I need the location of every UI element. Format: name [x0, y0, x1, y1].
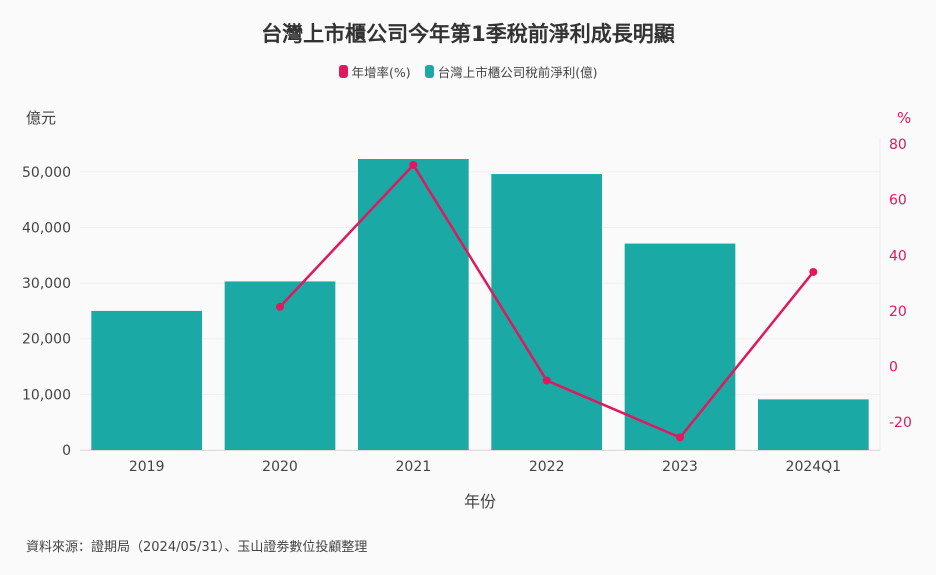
- y-axis-title: 億元: [26, 109, 56, 127]
- y2-tick-label: -20: [889, 415, 912, 431]
- bar-2021: [358, 159, 469, 450]
- x-tick-label: 2021: [396, 459, 432, 475]
- x-tick-label: 2024Q1: [786, 459, 842, 475]
- y2-tick-label: 80: [889, 137, 907, 153]
- y-tick-label: 10,000: [22, 387, 71, 403]
- y2-tick-label: 20: [889, 304, 907, 320]
- legend-item-growth[interactable]: 年增率(%): [338, 62, 411, 81]
- y-tick-label: 20,000: [22, 332, 71, 348]
- x-tick-label: 2022: [529, 459, 565, 475]
- growth-point-2020: [276, 302, 284, 311]
- legend-label-growth: 年增率(%): [351, 65, 411, 80]
- x-tick-label: 2023: [662, 459, 698, 475]
- legend-label-profit: 台灣上市櫃公司稅前淨利(億): [437, 65, 598, 80]
- y2-tick-label: 40: [889, 248, 907, 264]
- y-tick-label: 50,000: [22, 165, 71, 181]
- x-tick-label: 2019: [129, 459, 165, 475]
- bar-2019: [91, 310, 202, 450]
- y-tick-label: 30,000: [22, 276, 71, 292]
- y2-tick-label: 0: [889, 360, 898, 376]
- x-tick-label: 2020: [262, 459, 298, 475]
- y2-tick-label: 60: [889, 193, 907, 209]
- source-note: 資料來源：證期局（2024/05/31）、玉山證劵數位投顧整理: [26, 540, 368, 555]
- bar-2022: [491, 174, 602, 450]
- bar-2024Q1: [758, 399, 869, 450]
- legend-swatch-growth: [338, 65, 348, 78]
- legend: 年增率(%) 台灣上市櫃公司稅前淨利(億): [0, 62, 936, 81]
- legend-item-profit[interactable]: 台灣上市櫃公司稅前淨利(億): [424, 62, 598, 81]
- growth-point-2021: [409, 160, 418, 169]
- growth-point-2024Q1: [809, 267, 818, 276]
- bar-2023: [624, 243, 736, 450]
- growth-point-2023: [676, 433, 684, 442]
- x-axis-title: 年份: [464, 492, 496, 511]
- chart-title: 台灣上市櫃公司今年第1季稅前淨利成長明顯: [261, 22, 675, 46]
- growth-point-2022: [542, 376, 551, 385]
- y-tick-label: 0: [62, 443, 71, 459]
- y-tick-label: 40,000: [22, 220, 71, 236]
- y2-axis-title: %: [897, 109, 911, 127]
- legend-swatch-profit: [424, 65, 434, 78]
